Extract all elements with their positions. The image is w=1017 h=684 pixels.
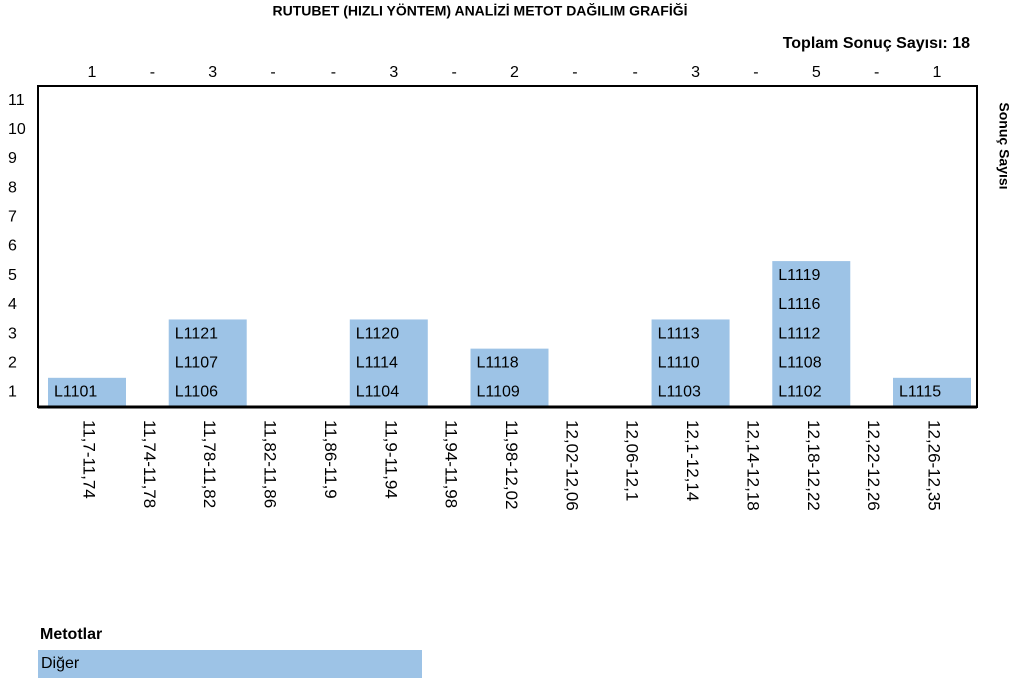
y-tick-label: 11 [8,92,25,109]
cell-label: L1106 [175,384,218,401]
cell-label: L1104 [356,384,399,401]
cell-label: L1101 [54,384,97,401]
cell-label: L1110 [658,354,700,371]
y-tick-label: 9 [8,150,17,167]
bar [893,377,971,407]
bar [470,348,549,407]
legend-swatch [38,650,422,678]
bar [48,377,126,407]
legend-title: Metotlar [40,626,102,643]
x-tick-label: 11,82-11,86 [261,420,280,508]
value-label: 1 [88,64,97,81]
y-tick-label: 4 [8,296,17,313]
cell-label: L1109 [477,384,520,401]
plot-baseline [38,405,977,409]
bar [651,319,730,407]
cell-label: L1113 [658,325,700,342]
bar [772,261,851,407]
value-label: - [331,64,336,81]
value-label: 5 [812,64,821,81]
cell-label: L1119 [778,267,820,284]
x-tick-label: 12,1-12,14 [683,420,702,501]
value-label: - [270,64,275,81]
cell-label: L1121 [175,325,218,342]
value-label: 3 [691,64,700,81]
cell-label: L1107 [175,354,218,371]
x-tick-label: 11,74-11,78 [140,420,159,508]
legend-label: Diğer [41,655,80,672]
x-tick-label: 11,98-12,02 [502,420,521,509]
cell-label: L1103 [658,384,701,401]
y-tick-label: 8 [8,179,17,196]
bar [168,319,247,407]
cell-label: L1120 [356,325,399,342]
value-label: - [451,64,456,81]
value-label: 3 [208,64,217,81]
total-label: Toplam Sonuç Sayısı: 18 [783,35,970,52]
cell-label: L1118 [477,354,519,371]
y-tick-label: 3 [8,325,17,342]
y-tick-label: 6 [8,238,17,255]
y-tick-label: 10 [8,121,26,138]
value-label: - [150,64,155,81]
cell-label: L1116 [778,296,820,313]
value-label: 2 [510,64,519,81]
x-tick-label: 11,9-11,94 [381,420,400,499]
value-label: - [753,64,758,81]
y-tick-label: 7 [8,209,17,226]
y-tick-label: 2 [8,354,17,371]
y-axis-label: Sonuç Sayısı [996,102,1012,189]
x-tick-label: 12,14-12,18 [743,420,762,511]
value-label: - [633,64,638,81]
value-label: - [874,64,879,81]
x-tick-label: 11,94-11,98 [442,420,461,508]
y-tick-label: 5 [8,267,17,284]
x-tick-label: 12,02-12,06 [562,420,581,511]
x-tick-label: 11,7-11,74 [80,420,99,499]
x-tick-label: 12,26-12,35 [925,420,944,511]
x-tick-label: 11,78-11,82 [200,420,219,508]
x-tick-label: 12,18-12,22 [804,420,823,511]
cell-label: L1102 [778,384,821,401]
cell-label: L1112 [778,325,820,342]
bar [349,319,428,407]
x-tick-label: 11,86-11,9 [321,420,340,499]
cell-label: L1115 [899,384,941,401]
value-label: 1 [933,64,942,81]
y-tick-label: 1 [8,384,17,401]
cell-label: L1108 [778,354,821,371]
value-label: - [572,64,577,81]
cell-label: L1114 [356,354,398,371]
x-tick-label: 12,06-12,1 [623,420,642,501]
chart-title: RUTUBET (HIZLI YÖNTEM) ANALİZİ METOT DAĞ… [272,2,687,19]
value-label: 3 [389,64,398,81]
x-tick-label: 12,22-12,26 [864,420,883,511]
